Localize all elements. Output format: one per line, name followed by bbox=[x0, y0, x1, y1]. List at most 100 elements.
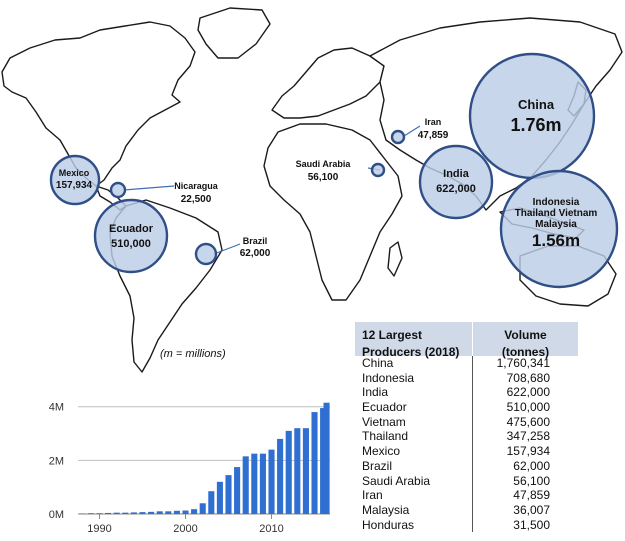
label-indonesia-line1: Indonesia bbox=[533, 197, 580, 208]
bubble-india bbox=[418, 144, 494, 220]
label-india-value: 622,000 bbox=[436, 183, 476, 195]
bar bbox=[130, 512, 137, 514]
cell-volume: 56,100 bbox=[513, 473, 550, 488]
label-ecuador-name: Ecuador bbox=[109, 223, 154, 235]
cell-volume: 510,000 bbox=[506, 400, 550, 415]
bar bbox=[79, 513, 86, 514]
cell-producer: Malaysia bbox=[355, 502, 473, 518]
cell-volume: 62,000 bbox=[513, 458, 550, 473]
cell-volume: 31,500 bbox=[513, 517, 550, 532]
cell-volume: 47,859 bbox=[513, 488, 550, 503]
bar bbox=[122, 512, 129, 514]
cell-producer: Vietnam bbox=[355, 414, 473, 430]
bar bbox=[191, 509, 198, 514]
north-america bbox=[1, 21, 196, 187]
bar bbox=[216, 481, 223, 514]
x-tick-label: 2000 bbox=[173, 523, 197, 535]
bubble-mexico bbox=[49, 154, 101, 206]
cell-producer: India bbox=[355, 385, 473, 401]
table-header: 12 Largest Producers (2018) Volume (tonn… bbox=[355, 322, 578, 359]
y-tick-label: 2M bbox=[49, 455, 64, 467]
label-nicaragua-value: 22,500 bbox=[181, 194, 212, 205]
bubble-brazil bbox=[194, 242, 218, 266]
header-volume-line1: Volume bbox=[504, 328, 547, 342]
cell-producer: Indonesia bbox=[355, 370, 473, 386]
table-row: Ecuador 510,000 bbox=[355, 400, 578, 415]
x-tick-label: 1990 bbox=[87, 523, 111, 535]
world-map: China 1.76m Indonesia Thailand Vietnam M… bbox=[1, 7, 623, 373]
europe bbox=[271, 47, 385, 119]
label-brazil-name: Brazil bbox=[243, 236, 268, 246]
cell-volume: 475,600 bbox=[506, 414, 550, 429]
leader-brazil bbox=[213, 243, 241, 255]
madagascar bbox=[387, 241, 403, 277]
label-saudi-value: 56,100 bbox=[308, 172, 339, 183]
table-row: Honduras 31,500 bbox=[355, 517, 578, 533]
label-iran-value: 47,859 bbox=[418, 130, 449, 141]
bar bbox=[156, 511, 163, 514]
table-row: Mexico 157,934 bbox=[355, 444, 578, 459]
header-producers-line1: 12 Largest bbox=[362, 328, 423, 342]
x-tick-label: 2010 bbox=[259, 523, 283, 535]
cell-volume: 36,007 bbox=[513, 502, 550, 517]
bar bbox=[225, 475, 232, 514]
table-row: Saudi Arabia 56,100 bbox=[355, 473, 578, 489]
label-mexico-value: 157,934 bbox=[56, 180, 93, 191]
label-ecuador-value: 510,000 bbox=[111, 238, 151, 250]
bubble-indonesia-group bbox=[499, 169, 619, 289]
label-mexico-name: Mexico bbox=[59, 168, 90, 178]
label-indonesia-line2: Thailand Vietnam bbox=[515, 208, 598, 219]
bar bbox=[323, 402, 330, 514]
cell-volume: 622,000 bbox=[506, 385, 550, 400]
header-producers: 12 Largest Producers (2018) bbox=[355, 322, 473, 359]
bar bbox=[242, 456, 249, 514]
label-china-value: 1.76m bbox=[510, 115, 561, 135]
bar bbox=[148, 511, 155, 514]
bar bbox=[96, 513, 103, 514]
cell-volume: 157,934 bbox=[506, 444, 550, 459]
bar bbox=[302, 428, 309, 514]
label-china-name: China bbox=[518, 97, 555, 112]
y-tick-label: 4M bbox=[49, 402, 64, 414]
cell-producer: Mexico bbox=[355, 444, 473, 459]
cell-volume: 347,258 bbox=[506, 429, 550, 444]
table-row: Iran 47,859 bbox=[355, 488, 578, 503]
cell-producer: Saudi Arabia bbox=[355, 473, 473, 489]
bar bbox=[268, 449, 275, 514]
table-row: Malaysia 36,007 bbox=[355, 502, 578, 518]
bubble-ecuador bbox=[93, 198, 169, 274]
bar bbox=[277, 438, 284, 514]
units-note: (m = millions) bbox=[160, 348, 226, 360]
bar bbox=[113, 512, 120, 514]
leader-nicaragua bbox=[123, 185, 175, 191]
bar bbox=[105, 512, 112, 514]
bar bbox=[311, 412, 318, 514]
label-iran-name: Iran bbox=[425, 117, 442, 127]
bar bbox=[165, 511, 172, 514]
label-brazil-value: 62,000 bbox=[240, 248, 271, 259]
table-row: Vietnam 475,600 bbox=[355, 414, 578, 430]
label-india-name: India bbox=[443, 168, 470, 180]
table-row: China 1,760,341 bbox=[355, 356, 578, 371]
bar bbox=[285, 430, 292, 514]
cell-producer: Honduras bbox=[355, 517, 473, 533]
y-tick-label: 0M bbox=[49, 509, 64, 521]
greenland bbox=[197, 7, 271, 59]
producers-table: 12 Largest Producers (2018) Volume (tonn… bbox=[355, 322, 578, 533]
table-body: China 1,760,341 Indonesia 708,680 India 622,0… bbox=[355, 356, 578, 533]
bar bbox=[259, 453, 266, 514]
africa bbox=[263, 123, 403, 301]
bar bbox=[87, 513, 94, 514]
cell-producer: Thailand bbox=[355, 429, 473, 445]
cell-producer: Ecuador bbox=[355, 400, 473, 415]
label-nicaragua-name: Nicaragua bbox=[174, 181, 219, 191]
table-row: Thailand 347,258 bbox=[355, 429, 578, 445]
bar bbox=[234, 467, 241, 514]
table-row: Indonesia 708,680 bbox=[355, 370, 578, 386]
bar bbox=[139, 512, 146, 514]
cell-volume: 1,760,341 bbox=[496, 356, 550, 370]
bar bbox=[320, 408, 327, 514]
label-saudi-name: Saudi Arabia bbox=[296, 159, 352, 169]
label-indonesia-line3: Malaysia bbox=[535, 219, 577, 230]
table-row: India 622,000 bbox=[355, 385, 578, 401]
